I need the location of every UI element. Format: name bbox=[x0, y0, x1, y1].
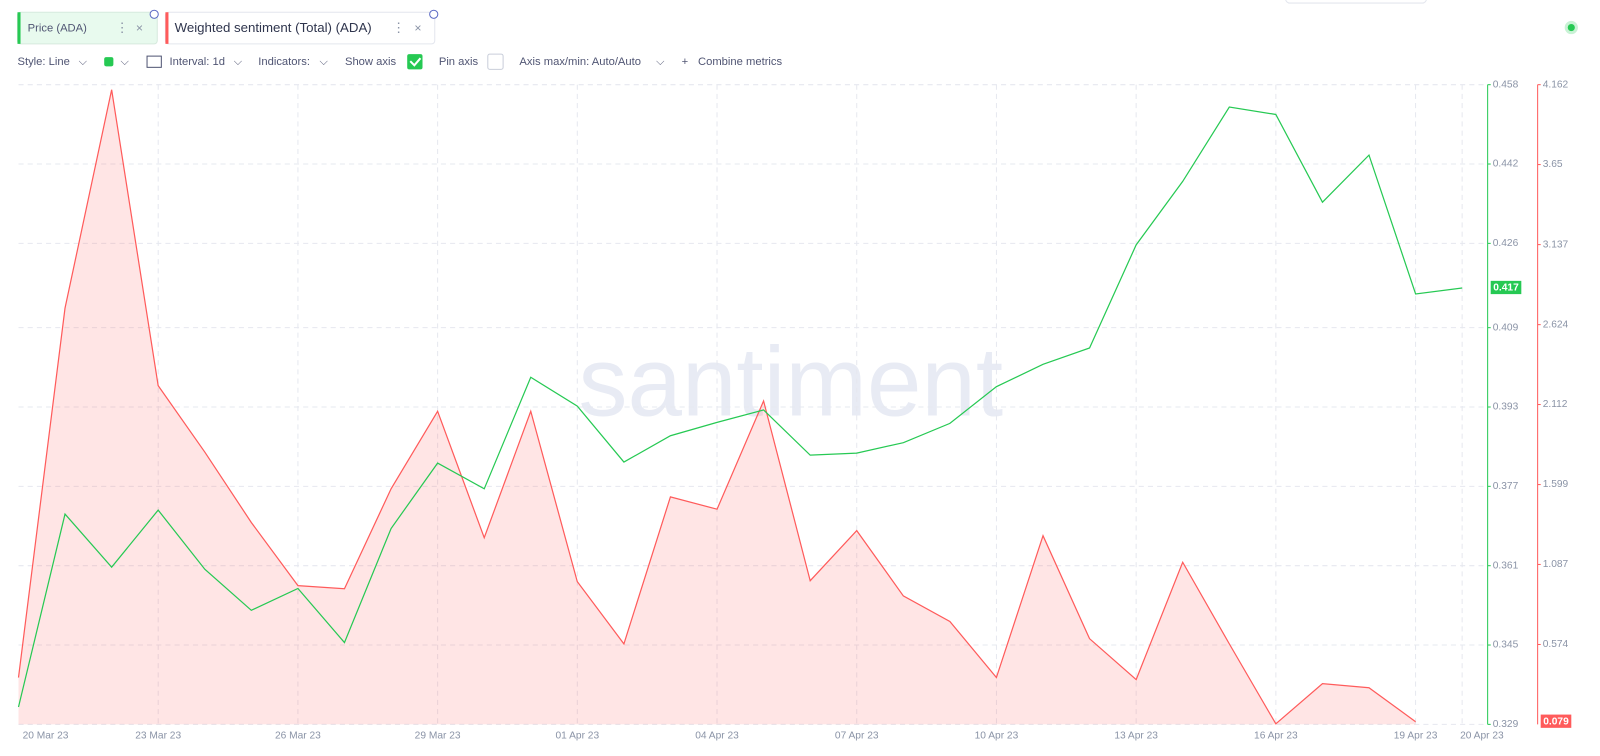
watermark: santiment bbox=[579, 327, 1004, 437]
legend-entry: Price (ADA) bbox=[28, 23, 87, 35]
y-tick-label: 0.329 bbox=[1493, 719, 1519, 730]
x-tick-label: 23 Mar 23 bbox=[135, 730, 181, 741]
y-tick-label: 0.442 bbox=[1493, 159, 1519, 170]
chevron: ⌵ bbox=[319, 56, 328, 68]
status-dot bbox=[1564, 20, 1578, 35]
y-tick-label: 0.361 bbox=[1493, 560, 1519, 571]
interval-select[interactable]: Interval: 1d bbox=[169, 56, 225, 68]
area bbox=[18, 89, 1416, 725]
check-mark bbox=[409, 57, 422, 67]
y2-tick-label: 2.624 bbox=[1543, 319, 1569, 330]
y2-tick-label: 3.137 bbox=[1543, 239, 1569, 250]
x-tick-label: 01 Apr 23 bbox=[556, 730, 600, 741]
chevron: ⌵ bbox=[234, 56, 243, 68]
value-label: 0.079 bbox=[1543, 716, 1569, 727]
style-select[interactable]: Style: Line bbox=[17, 56, 69, 68]
y2-tick-label: 1.087 bbox=[1543, 559, 1569, 570]
axis-minmax-select[interactable]: Axis max/min: Auto/Auto bbox=[519, 56, 641, 68]
show-axis-checkbox[interactable] bbox=[407, 54, 423, 70]
color-picker[interactable] bbox=[104, 57, 114, 67]
y-tick-label: 0.393 bbox=[1493, 402, 1519, 413]
plot: 0.329 0.345 0.361 0.377 0.393 0.409 0.426 0.442… bbox=[17, 79, 1572, 741]
y2-tick-label: 1.599 bbox=[1543, 479, 1569, 490]
combine-metrics-button[interactable]: Combine metrics bbox=[698, 56, 783, 68]
x-tick-label: 26 Mar 23 bbox=[275, 730, 321, 741]
x-tick-label: 10 Apr 23 bbox=[975, 730, 1019, 741]
y2-tick-label: 2.112 bbox=[1543, 399, 1568, 410]
settings-icon[interactable] bbox=[429, 9, 439, 19]
value-label: 0.417 bbox=[1493, 283, 1519, 294]
show-axis-label: Show axis bbox=[345, 56, 397, 68]
x-tick-label: 04 Apr 23 bbox=[695, 730, 739, 741]
indicators-select[interactable]: Indicators: bbox=[258, 56, 310, 68]
line bbox=[17, 106, 1463, 708]
close-icon[interactable]: × bbox=[136, 21, 143, 35]
pin-axis-checkbox[interactable] bbox=[487, 53, 504, 70]
y2-tick-label: 3.65 bbox=[1543, 159, 1563, 170]
y-tick-label: 0.458 bbox=[1493, 79, 1519, 90]
tab[interactable]: Price (ADA) ⋮ × bbox=[16, 9, 159, 45]
y-tick-label: 0.345 bbox=[1493, 640, 1519, 651]
search-box[interactable] bbox=[1285, 0, 1427, 4]
value-badge bbox=[1540, 714, 1572, 728]
chevron: ⌵ bbox=[79, 56, 88, 68]
menu-icon[interactable]: ⋮ bbox=[115, 20, 128, 35]
x-tick-label: 16 Apr 23 bbox=[1254, 730, 1298, 741]
x-tick-label: 29 Mar 23 bbox=[415, 730, 461, 741]
line bbox=[17, 89, 1416, 725]
interval-icon bbox=[146, 55, 162, 68]
chevron: ⌵ bbox=[656, 56, 665, 68]
tab-color bbox=[17, 12, 21, 44]
x-tick-label: 20 Apr 23 bbox=[1460, 730, 1504, 741]
y2-tick-label: 4.162 bbox=[1543, 79, 1569, 90]
x-tick-label: 07 Apr 23 bbox=[835, 730, 879, 741]
value-badge bbox=[1490, 280, 1522, 295]
pin-axis-label: Pin axis bbox=[439, 56, 479, 68]
menu-icon[interactable]: ⋮ bbox=[392, 20, 405, 35]
close-icon[interactable]: × bbox=[414, 21, 421, 35]
legend-entry: Weighted sentiment (Total) (ADA) bbox=[175, 20, 372, 35]
x-tick-label: 20 Mar 23 bbox=[23, 730, 69, 741]
plus-icon: + bbox=[682, 56, 689, 68]
tab[interactable]: Weighted sentiment (Total) (ADA) ⋮ × bbox=[164, 9, 439, 45]
tab-color bbox=[165, 12, 169, 44]
y-tick-label: 0.409 bbox=[1493, 322, 1519, 333]
y-tick-label: 0.377 bbox=[1493, 481, 1519, 492]
y2-tick-label: 0.574 bbox=[1543, 639, 1569, 650]
x-tick-label: 13 Apr 23 bbox=[1114, 730, 1158, 741]
chevron: ⌵ bbox=[121, 56, 130, 68]
settings-icon[interactable] bbox=[149, 9, 159, 19]
y-tick-label: 0.426 bbox=[1493, 238, 1519, 249]
x-tick-label: 19 Apr 23 bbox=[1394, 730, 1438, 741]
